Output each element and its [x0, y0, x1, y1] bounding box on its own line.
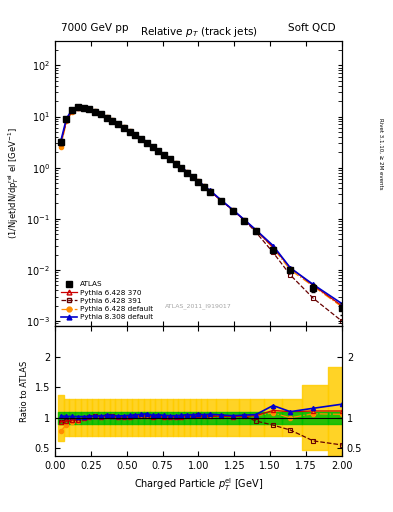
Text: Soft QCD: Soft QCD	[288, 23, 336, 33]
X-axis label: Charged Particle $p^{\rm el}_{T}$ [GeV]: Charged Particle $p^{\rm el}_{T}$ [GeV]	[134, 476, 263, 493]
Legend: ATLAS, Pythia 6.428 370, Pythia 6.428 391, Pythia 6.428 default, Pythia 8.308 de: ATLAS, Pythia 6.428 370, Pythia 6.428 39…	[59, 279, 155, 323]
Title: Relative $p_{T}$ (track jets): Relative $p_{T}$ (track jets)	[140, 26, 257, 39]
Text: 7000 GeV pp: 7000 GeV pp	[61, 23, 129, 33]
Y-axis label: (1/Njet)dN/dp$^{\rm rel}_{T}$ el [GeV$^{-1}$]: (1/Njet)dN/dp$^{\rm rel}_{T}$ el [GeV$^{…	[6, 127, 20, 240]
Text: Rivet 3.1.10, ≥ 2M events: Rivet 3.1.10, ≥ 2M events	[378, 118, 383, 189]
Y-axis label: Ratio to ATLAS: Ratio to ATLAS	[20, 360, 29, 421]
Text: ATLAS_2011_I919017: ATLAS_2011_I919017	[165, 303, 232, 309]
